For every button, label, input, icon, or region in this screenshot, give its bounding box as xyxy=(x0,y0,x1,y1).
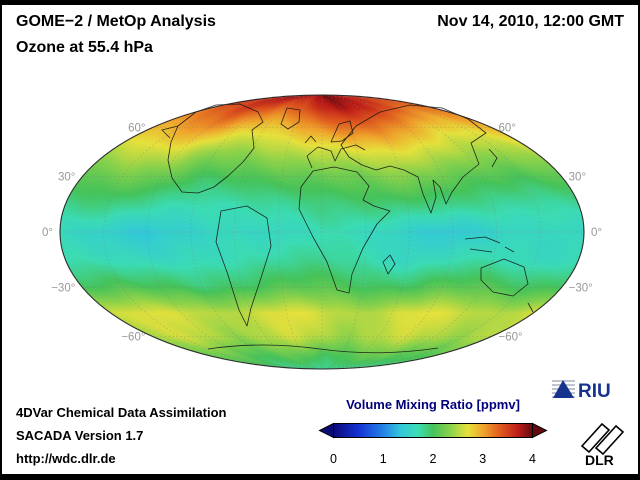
colorbar-tick-label: 0 xyxy=(330,452,337,466)
frame-border-right xyxy=(638,0,640,480)
colorbar-tick-label: 4 xyxy=(529,452,536,466)
dlr-logo-text: DLR xyxy=(585,452,614,468)
riu-peak-icon xyxy=(553,380,574,398)
riu-logo: RIU xyxy=(552,377,628,403)
plot-subtitle: Ozone at 55.4 hPa xyxy=(16,39,153,56)
riu-text-backplate xyxy=(575,377,628,403)
frame-border-top xyxy=(0,0,640,5)
colorbar-gradient xyxy=(318,422,548,439)
frame-border-left xyxy=(0,0,2,480)
dlr-logo: DLR xyxy=(580,422,625,468)
colorbar-gradient-rect xyxy=(333,423,533,438)
colorbar-left-arrow xyxy=(318,422,334,439)
ozone-heatmap-canvas xyxy=(60,95,584,369)
colorbar-tick-label: 1 xyxy=(379,452,387,466)
footer-line-assimilation: 4DVar Chemical Data Assimilation xyxy=(16,405,227,420)
colorbar-tick-label: 2 xyxy=(429,452,437,466)
colorbar: Volume Mixing Ratio [ppmv] 0 1 2 3 4 xyxy=(318,397,548,467)
footer-line-url: http://wdc.dlr.de xyxy=(16,451,116,466)
lat-label-right: 0° xyxy=(591,227,602,239)
plot-datetime: Nov 14, 2010, 12:00 GMT xyxy=(437,13,624,30)
lat-label-left: 0° xyxy=(42,227,53,239)
colorbar-title: Volume Mixing Ratio [ppmv] xyxy=(346,397,520,412)
colorbar-ticks: 0 1 2 3 4 xyxy=(318,452,548,467)
dlr-mark-icon xyxy=(580,422,625,456)
colorbar-right-arrow xyxy=(532,422,548,439)
riu-logo-text: RIU xyxy=(578,381,611,402)
plot-title: GOME−2 / MetOp Analysis xyxy=(16,13,216,30)
colorbar-tick-label: 3 xyxy=(479,452,487,466)
frame-border-bottom xyxy=(0,474,640,480)
footer-line-version: SACADA Version 1.7 xyxy=(16,428,144,443)
footer-text-block: 4DVar Chemical Data Assimilation SACADA … xyxy=(16,401,227,470)
